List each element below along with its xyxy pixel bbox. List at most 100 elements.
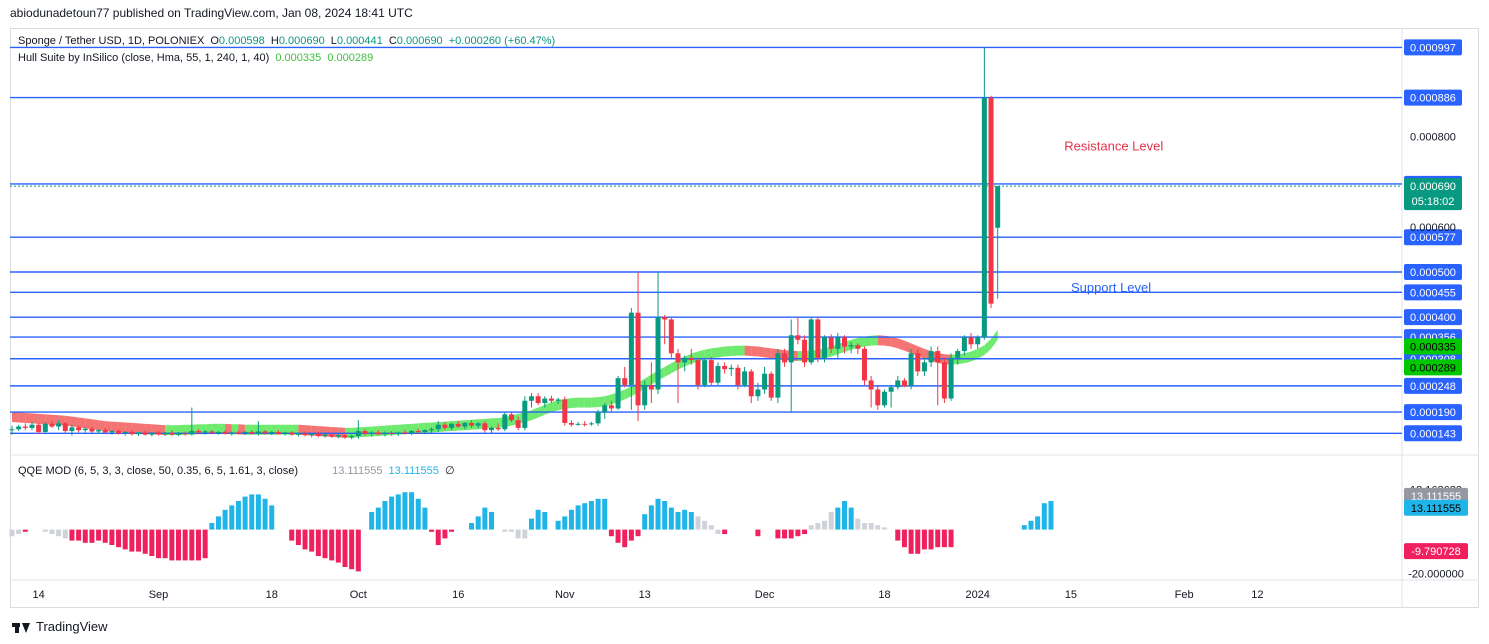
qqe-bar: [815, 523, 821, 530]
candle-body: [515, 420, 521, 428]
hull-value-2: 0.000289: [327, 52, 374, 64]
level-tag: [1404, 89, 1462, 106]
candle-body: [56, 423, 62, 427]
hull-segment: [151, 424, 159, 435]
qqe-bar: [335, 529, 341, 563]
qqe-bar: [122, 529, 128, 550]
qqe-bar: [921, 529, 927, 550]
qqe-bar: [935, 529, 941, 548]
candle-body: [369, 432, 375, 434]
qqe-bar: [116, 529, 122, 548]
candle-body: [775, 353, 781, 398]
candle-body: [788, 335, 794, 363]
qqe-bar: [249, 494, 255, 530]
hull-segment: [125, 422, 132, 433]
qqe-bar: [415, 498, 421, 530]
qqe-bar: [395, 494, 401, 530]
qqe-bar: [69, 529, 75, 541]
qqe-bar: [782, 529, 788, 539]
hull-segment: [671, 359, 678, 374]
qqe-bar: [302, 529, 308, 550]
qqe-bar: [435, 529, 441, 545]
price-tick: 0.000800: [1410, 131, 1456, 143]
hull-segment: [984, 338, 992, 356]
hull-segment: [538, 404, 545, 418]
hull-segment: [991, 329, 998, 349]
candle-body: [955, 351, 961, 358]
qqe-bar: [269, 505, 275, 530]
qqe-bar: [482, 507, 488, 530]
hull-segment: [371, 426, 379, 437]
horizontal-levels: 0.0009970.0008860.0006950.0005770.000500…: [10, 39, 1462, 442]
qqe-bar: [502, 529, 508, 532]
qqe-bar: [675, 512, 681, 530]
candle-body: [9, 429, 15, 431]
candle-body: [289, 432, 295, 435]
qqe-bar: [89, 529, 95, 543]
qqe-bar: [542, 512, 548, 530]
hull-segment: [18, 412, 26, 423]
qqe-bar: [409, 492, 415, 530]
qqe-bar: [169, 529, 175, 561]
qqe-bar: [588, 501, 594, 530]
qqe-bar: [1028, 520, 1034, 530]
last-price-tag: [1404, 178, 1462, 211]
qqe-tag: [1404, 499, 1468, 516]
hull-segment: [178, 424, 186, 436]
candle-body: [981, 97, 987, 338]
brand-name: TradingView: [36, 619, 108, 634]
qqe-bar: [688, 512, 694, 530]
candle-body: [455, 423, 461, 427]
qqe-bar: [289, 529, 295, 541]
qqe-bar: [195, 529, 201, 561]
high-label: H: [270, 35, 279, 47]
candle-body: [522, 400, 528, 428]
hull-segment: [591, 397, 599, 408]
qqe-axis-label: -20.000000: [1408, 569, 1464, 581]
qqe-label[interactable]: QQE MOD (6, 5, 3, 3, close, 50, 0.35, 6,…: [18, 465, 299, 477]
hull-label[interactable]: Hull Suite by InSilico (close, Hma, 55, …: [18, 52, 270, 64]
candle-body: [782, 353, 788, 363]
tradingview-brand[interactable]: TradingView: [12, 619, 108, 634]
qqe-bar: [642, 514, 648, 530]
qqe-bar: [615, 529, 621, 543]
hull-tag: [1404, 338, 1462, 355]
candle-body: [116, 431, 122, 434]
candles: [9, 47, 1001, 440]
qqe-bar: [176, 529, 181, 561]
hull-segment: [571, 397, 579, 409]
qqe-bar: [182, 529, 188, 561]
qqe-bar: [389, 496, 395, 530]
candle-body: [901, 380, 907, 386]
candle-body: [688, 357, 694, 361]
time-tick: 16: [452, 589, 464, 601]
price-tick: 0.000600: [1410, 222, 1456, 234]
hull-segment: [105, 421, 112, 432]
candle-body: [295, 433, 301, 435]
qqe-bar: [595, 498, 601, 530]
qqe-bar: [355, 529, 361, 572]
qqe-bar: [682, 509, 688, 530]
hull-segment: [584, 397, 592, 408]
candle-body: [542, 398, 548, 404]
close-value: 0.000690: [396, 35, 443, 47]
candle-body: [422, 430, 428, 432]
candle-body: [162, 432, 168, 435]
level-label: 0.000997: [1410, 42, 1456, 54]
qqe-bar: [369, 512, 375, 530]
qqe-bar: [235, 501, 241, 530]
qqe-bar: [575, 505, 581, 530]
hull-segment: [471, 419, 479, 430]
candle-body: [622, 378, 628, 385]
symbol-name[interactable]: Sponge / Tether USD, 1D, POLONIEX: [18, 35, 205, 47]
hull-segment: [717, 346, 725, 358]
time-tick: 18: [878, 589, 890, 601]
qqe-bar: [822, 520, 828, 530]
candle-body: [635, 312, 641, 406]
hull-segment: [51, 414, 59, 426]
qqe-bar: [1035, 516, 1041, 530]
qqe-bar: [1041, 503, 1047, 530]
hull-segment: [971, 348, 978, 362]
level-tag: [1404, 39, 1462, 56]
